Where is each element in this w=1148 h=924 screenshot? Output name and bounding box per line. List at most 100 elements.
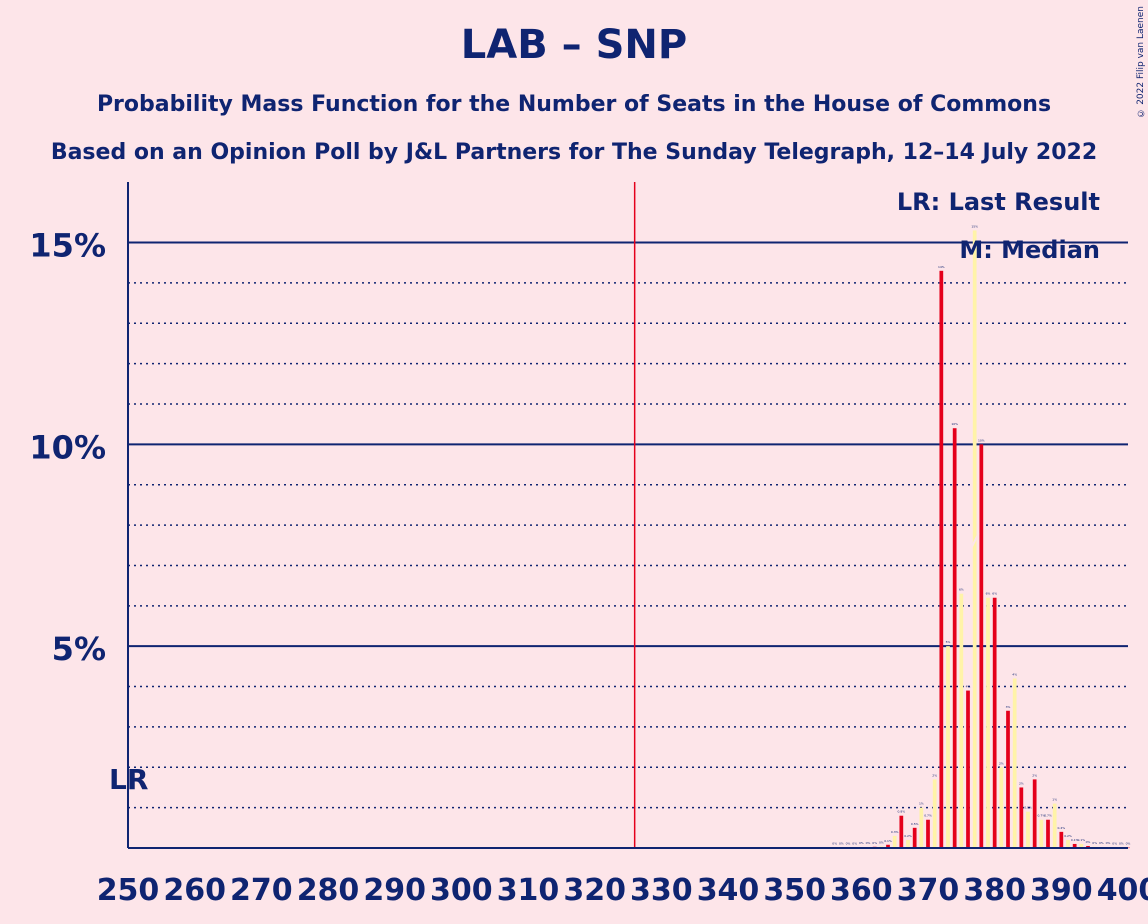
gridlines xyxy=(128,182,1128,848)
bar-seat-383 xyxy=(1012,678,1017,848)
x-tick-label: 260 xyxy=(163,873,226,908)
bar-seat-369 xyxy=(919,807,924,848)
x-tick-label: 270 xyxy=(230,873,293,908)
legend-median: M: Median xyxy=(959,236,1100,264)
bar-value-label: 0% xyxy=(1106,841,1111,845)
bar-seat-390 xyxy=(1059,831,1064,848)
bar-value-label: 0.2% xyxy=(1064,834,1072,838)
bar-value-label: 0% xyxy=(852,842,857,846)
bar-seat-393 xyxy=(1079,843,1084,848)
bar-seat-373 xyxy=(946,646,950,848)
bar-value-label: 0.1% xyxy=(1078,838,1086,842)
bar-seat-382 xyxy=(1006,710,1010,848)
x-tick-label: 370 xyxy=(897,873,960,908)
bar-value-label: 0.7% xyxy=(1044,814,1052,818)
bar-seat-367 xyxy=(906,839,910,848)
bar-value-label: 0.2% xyxy=(904,834,912,838)
bar-value-label: 0% xyxy=(872,841,877,845)
bar-seat-386 xyxy=(1032,779,1037,848)
x-tick-label: 360 xyxy=(830,873,893,908)
x-tick-label: 320 xyxy=(563,873,626,908)
bar-value-labels: 0% 0% 0% 0% 0% 0% 0% 0% 0.1%0.3%0.8%0.2%0.5%1%0.… xyxy=(832,224,1130,845)
bar-value-label: 6% xyxy=(992,592,997,596)
bar-value-label: 6% xyxy=(959,588,964,592)
bar-value-label: 0.8% xyxy=(898,810,906,814)
bar-seat-376 xyxy=(966,690,970,848)
bar-value-label: 0% xyxy=(1126,842,1131,846)
bar-value-label: 0% xyxy=(879,840,884,844)
bar-value-label: 14% xyxy=(938,265,945,269)
bar-value-label: 0% xyxy=(1119,842,1124,846)
chart-subtitle-2: Based on an Opinion Poll by J&L Partners… xyxy=(50,140,1098,165)
x-tick-label: 400 xyxy=(1097,873,1148,908)
bar-seat-387 xyxy=(1039,819,1044,848)
bar-seat-372 xyxy=(939,270,944,848)
bar-value-label: 0.5% xyxy=(911,822,919,826)
bar-value-label: 6% xyxy=(986,592,991,596)
x-tick-label: 300 xyxy=(430,873,493,908)
bar-seat-391 xyxy=(1066,839,1070,848)
bar-seat-378 xyxy=(979,444,984,848)
bar-seat-385 xyxy=(1026,811,1030,848)
bar-value-label: 0% xyxy=(859,841,864,845)
y-tick-label: 5% xyxy=(52,630,106,668)
bar-value-label: 0.3% xyxy=(891,830,899,834)
x-tick-label: 290 xyxy=(363,873,426,908)
bar-seat-388 xyxy=(1046,819,1050,848)
bar-value-label: 2% xyxy=(1032,773,1037,777)
bar-value-label: 10% xyxy=(951,422,958,426)
x-tick-label: 330 xyxy=(630,873,693,908)
bar-value-label: 5% xyxy=(946,640,951,644)
bar-seat-381 xyxy=(999,767,1004,848)
bar-value-label: 1% xyxy=(1052,798,1057,802)
bar-seat-389 xyxy=(1052,803,1057,848)
bar-seat-394 xyxy=(1086,845,1090,848)
bar-value-label: 0% xyxy=(1099,841,1104,845)
bar-value-label: 0.4% xyxy=(1058,826,1066,830)
bar-seat-365 xyxy=(892,835,897,848)
bar-value-label: 0% xyxy=(1092,841,1097,845)
x-tick-label: 390 xyxy=(1030,873,1093,908)
bar-seat-384 xyxy=(1019,787,1024,848)
y-tick-label: 10% xyxy=(29,428,106,466)
axes: 5% 10% 15% 250 260 270 280 290 300 310 320 330 340 35… xyxy=(29,182,1148,908)
bar-value-label: 0% xyxy=(839,842,844,846)
bar-value-label: 0% xyxy=(1086,840,1091,844)
bars xyxy=(832,230,1130,849)
bar-value-label: 1% xyxy=(919,802,924,806)
x-tick-label: 340 xyxy=(697,873,760,908)
x-tick-label: 350 xyxy=(763,873,826,908)
bar-value-label: 4% xyxy=(966,685,971,689)
last-result-label: LR xyxy=(109,763,148,796)
bar-value-label: 0% xyxy=(832,842,837,846)
bar-value-label: 0.7% xyxy=(1038,814,1046,818)
bar-seat-392 xyxy=(1072,843,1077,848)
bar-seat-374 xyxy=(952,428,957,848)
bar-value-label: 0.1% xyxy=(884,839,892,843)
bar-seat-371 xyxy=(932,779,937,848)
bar-value-label: 2% xyxy=(932,773,937,777)
y-tick-label: 15% xyxy=(29,227,106,265)
bar-value-label: 0% xyxy=(866,841,871,845)
bar-seat-370 xyxy=(926,819,930,848)
bar-seat-368 xyxy=(912,827,917,848)
bar-value-label: 0.7% xyxy=(924,814,932,818)
bar-value-label: 10% xyxy=(978,438,985,442)
bar-seat-380 xyxy=(992,597,997,848)
bar-value-label: 0.9% xyxy=(1024,806,1032,810)
bar-seat-375 xyxy=(959,593,964,848)
chart-title: LAB – SNP xyxy=(460,22,688,68)
bar-value-label: 0% xyxy=(846,842,851,846)
bar-seat-366 xyxy=(899,815,904,848)
bar-value-label: 0% xyxy=(1112,842,1117,846)
bar-value-label: 3% xyxy=(1006,705,1011,709)
bar-value-label: 15% xyxy=(971,224,978,228)
bar-seat-364 xyxy=(886,844,890,848)
x-tick-label: 380 xyxy=(963,873,1026,908)
bar-value-label: 2% xyxy=(999,761,1004,765)
x-tick-label: 280 xyxy=(297,873,360,908)
median-marker xyxy=(969,532,980,550)
x-tick-label: 310 xyxy=(497,873,560,908)
bar-value-label: 2% xyxy=(1019,781,1024,785)
